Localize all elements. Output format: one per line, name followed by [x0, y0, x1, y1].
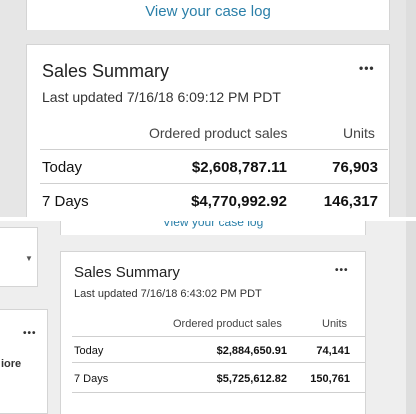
row-sales-7-days: $5,725,612.82	[216, 373, 287, 385]
case-log-link[interactable]: View your case log	[162, 221, 264, 229]
more-options-button[interactable]: •••	[335, 265, 349, 276]
row-units-today: 76,903	[332, 159, 378, 176]
column-header-units: Units	[322, 318, 348, 330]
scrollbar[interactable]	[406, 0, 416, 217]
more-options-button[interactable]: •••	[23, 328, 37, 339]
row-label-today: Today	[42, 159, 83, 176]
screenshot-bottom: ▼ ••• iore View your case log Sales Summ…	[0, 221, 416, 414]
last-updated-text: Last updated 7/16/18 6:09:12 PM PDT	[42, 89, 281, 105]
card-title: Sales Summary	[42, 61, 170, 81]
divider	[72, 392, 365, 393]
last-updated-text: Last updated 7/16/18 6:43:02 PM PDT	[74, 288, 262, 300]
row-sales-today: $2,884,650.91	[216, 345, 287, 357]
column-header-sales: Ordered product sales	[173, 318, 282, 330]
column-header-units: Units	[343, 125, 375, 141]
row-label-7-days: 7 Days	[42, 193, 89, 210]
sales-summary-card: Sales Summary ••• Last updated 7/16/18 6…	[60, 251, 366, 414]
divider	[40, 149, 388, 150]
more-options-button[interactable]: •••	[359, 61, 375, 75]
column-header-sales: Ordered product sales	[149, 125, 288, 141]
case-log-card: View your case log	[26, 0, 390, 30]
left-panel-more-text: iore	[1, 358, 22, 370]
divider	[40, 183, 388, 184]
row-label-today: Today	[74, 345, 104, 357]
scrollbar[interactable]	[406, 221, 416, 414]
divider	[72, 362, 365, 363]
row-units-today: 74,141	[316, 345, 350, 357]
row-units-7-days: 150,761	[310, 373, 350, 385]
row-sales-7-days: $4,770,992.92	[191, 193, 287, 210]
divider	[72, 336, 365, 337]
chevron-down-icon: ▼	[25, 254, 33, 263]
row-sales-today: $2,608,787.11	[191, 159, 287, 176]
row-label-7-days: 7 Days	[74, 373, 109, 385]
left-card-panel: ••• iore	[0, 309, 48, 414]
card-title: Sales Summary	[74, 264, 180, 281]
left-dropdown-panel[interactable]: ▼	[0, 227, 38, 287]
screenshot-top: View your case log Sales Summary ••• Las…	[0, 0, 416, 217]
case-log-card: View your case log	[60, 221, 366, 235]
sales-summary-card: Sales Summary ••• Last updated 7/16/18 6…	[26, 44, 390, 217]
case-log-link[interactable]: View your case log	[145, 3, 271, 20]
row-units-7-days: 146,317	[323, 193, 378, 210]
